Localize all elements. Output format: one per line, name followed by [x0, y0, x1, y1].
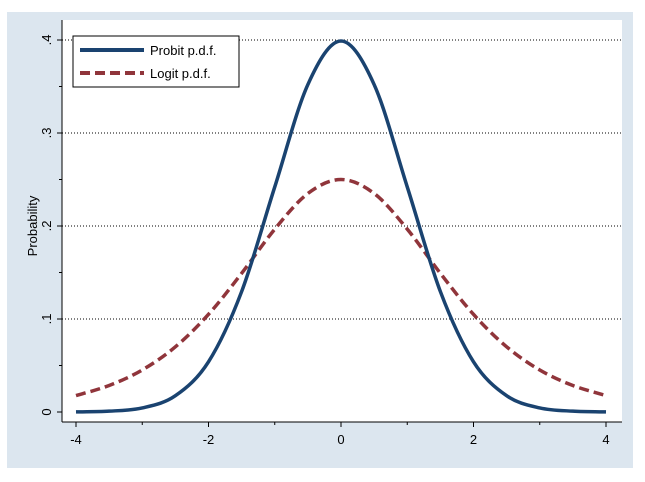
x-tick-label: 4	[602, 432, 609, 447]
legend-probit-label: Probit p.d.f.	[150, 43, 216, 58]
y-tick-label: 0	[39, 408, 54, 415]
probit-series-line	[75, 39, 607, 414]
logit-series-line	[75, 177, 607, 398]
x-tick-label: 2	[470, 432, 477, 447]
axes: 0 .1 .2 .3 .4 -4 -2 0 2 4	[39, 20, 622, 447]
x-tick-label: 0	[337, 432, 344, 447]
x-tick-label: -4	[70, 432, 82, 447]
series-layer	[75, 39, 607, 414]
y-tick-label: .2	[39, 221, 54, 232]
y-tick-label: .3	[39, 128, 54, 139]
legend-box	[72, 35, 240, 88]
y-axis-label: Probability	[25, 195, 40, 256]
legend: Probit p.d.f. Logit p.d.f.	[72, 35, 240, 88]
x-tick-label: -2	[203, 432, 215, 447]
legend-logit-label: Logit p.d.f.	[150, 66, 211, 81]
y-tick-label: .1	[39, 314, 54, 325]
y-tick-label: .4	[39, 35, 54, 46]
